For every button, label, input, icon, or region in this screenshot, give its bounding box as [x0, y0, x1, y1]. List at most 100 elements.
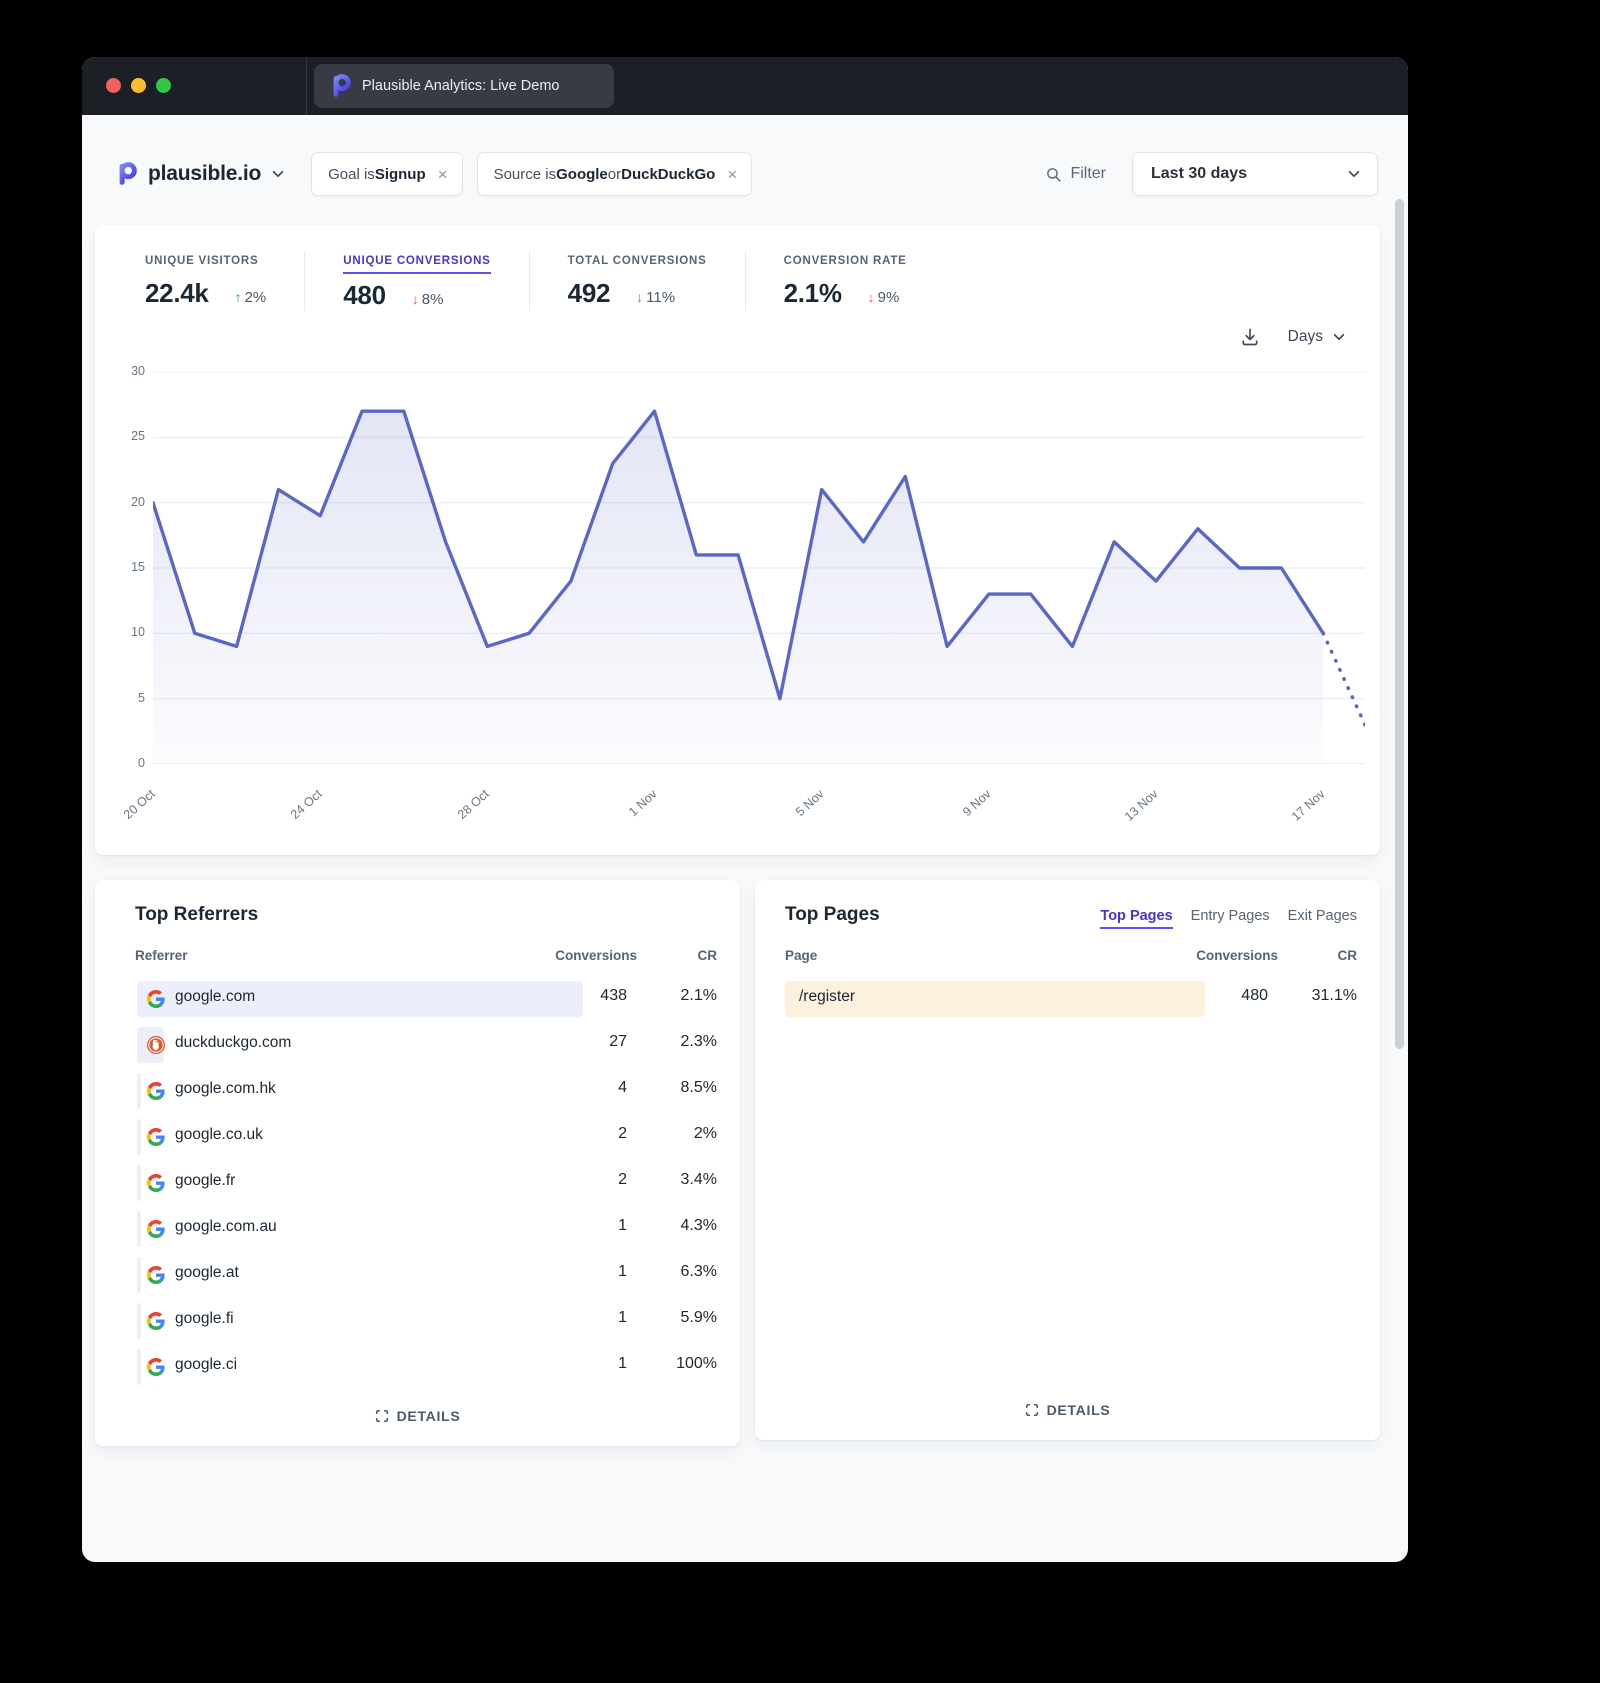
minimize-window-button[interactable]	[131, 78, 146, 93]
referrer-bar	[137, 1211, 141, 1247]
stat-delta: ↓ 9%	[868, 289, 900, 306]
tab-title: Plausible Analytics: Live Demo	[362, 78, 560, 94]
referrer-conversions: 4	[618, 1079, 627, 1096]
page-cr: 31.1%	[1311, 987, 1357, 1004]
maximize-window-button[interactable]	[156, 78, 171, 93]
arrow-down-icon: ↓	[867, 289, 875, 305]
site-name: plausible.io	[148, 162, 262, 185]
referrer-name[interactable]: google.co.uk	[175, 1126, 263, 1143]
arrow-down-icon: ↓	[411, 291, 419, 307]
filter-button[interactable]: Filter	[1045, 165, 1106, 183]
page-conversions: 480	[1241, 987, 1268, 1004]
col-cr: CR	[697, 948, 718, 963]
referrer-row[interactable]: google.fi 1 5.9%	[95, 1298, 740, 1344]
scrollbar-thumb[interactable]	[1395, 199, 1404, 1049]
x-axis-tick: 17 Nov	[1289, 786, 1328, 824]
filter-pill-text: Goal is	[328, 165, 375, 183]
referrer-name[interactable]: google.com.hk	[175, 1080, 276, 1097]
titlebar-divider	[306, 57, 307, 115]
col-cr: CR	[1337, 948, 1358, 963]
referrer-cr: 2%	[693, 1125, 717, 1142]
stat-delta: ↓ 11%	[636, 289, 675, 306]
date-range-dropdown[interactable]: Last 30 days	[1132, 152, 1378, 196]
filter-pill[interactable]: Source is Google or DuckDuckGo ×	[476, 152, 753, 196]
referrer-name[interactable]: google.fi	[175, 1310, 234, 1327]
x-axis-tick: 1 Nov	[625, 786, 660, 820]
referrer-row[interactable]: google.at 1 6.3%	[95, 1252, 740, 1298]
plausible-logo-icon	[114, 162, 138, 186]
search-icon	[1047, 167, 1062, 182]
filter-button-label: Filter	[1070, 165, 1106, 182]
page-row[interactable]: /register 480 31.1%	[755, 976, 1380, 1022]
filter-pill[interactable]: Goal is Signup ×	[311, 152, 463, 196]
chart-x-axis: 20 Oct 24 Oct 28 Oct 1 Nov 5 Nov 9 Nov 13 Nov 1…	[121, 777, 1365, 841]
filter-pill-text: Signup	[374, 165, 426, 183]
referrers-details-label: DETAILS	[396, 1408, 461, 1424]
stat-total-conversions[interactable]: TOTAL CONVERSIONS 492 ↓ 11%	[528, 251, 745, 311]
site-switcher[interactable]: plausible.io	[114, 162, 285, 186]
referrer-cr: 8.5%	[680, 1079, 717, 1096]
chevron-down-icon	[1347, 167, 1361, 181]
download-icon[interactable]	[1240, 327, 1260, 347]
referrer-cr: 2.3%	[680, 1033, 717, 1050]
x-axis-tick: 5 Nov	[792, 786, 827, 820]
traffic-lights	[106, 78, 171, 93]
referrer-row[interactable]: google.com.hk 4 8.5%	[95, 1068, 740, 1114]
stat-value: 2.1%	[783, 278, 842, 308]
tab-entry-pages[interactable]: Entry Pages	[1190, 908, 1270, 924]
referrer-row[interactable]: google.ci 1 100%	[95, 1344, 740, 1390]
chart-y-axis: 0 5 10 15 20 25 30	[101, 364, 145, 770]
referrers-card-title: Top Referrers	[135, 904, 259, 925]
referrer-row[interactable]: google.com 438 2.1%	[95, 976, 740, 1022]
stat-value: 480	[343, 280, 386, 310]
close-window-button[interactable]	[106, 78, 121, 93]
page-name[interactable]: /register	[799, 988, 855, 1005]
tab-top-pages[interactable]: Top Pages	[1100, 908, 1173, 929]
referrer-bar	[137, 981, 583, 1017]
pages-details-button[interactable]: DETAILS	[755, 1402, 1380, 1418]
referrer-name[interactable]: duckduckgo.com	[175, 1034, 292, 1051]
x-axis-tick: 13 Nov	[1121, 786, 1161, 824]
referrer-name[interactable]: google.com	[175, 988, 256, 1005]
stat-delta: ↑ 2%	[235, 289, 267, 306]
browser-tab[interactable]: Plausible Analytics: Live Demo	[314, 64, 614, 108]
google-icon	[147, 1312, 165, 1330]
referrer-conversions: 438	[600, 987, 627, 1004]
stat-conversion-rate[interactable]: CONVERSION RATE 2.1% ↓ 9%	[744, 251, 945, 311]
stat-unique-conversions[interactable]: UNIQUE CONVERSIONS 480 ↓ 8%	[304, 251, 528, 311]
col-referrer: Referrer	[135, 948, 188, 963]
referrer-row[interactable]: google.fr 2 3.4%	[95, 1160, 740, 1206]
remove-filter-icon[interactable]: ×	[727, 164, 738, 184]
stat-delta: ↓ 8%	[412, 291, 444, 308]
referrers-details-button[interactable]: DETAILS	[95, 1408, 740, 1424]
plausible-favicon-icon	[328, 74, 352, 98]
tab-exit-pages[interactable]: Exit Pages	[1287, 908, 1357, 924]
stat-label: UNIQUE CONVERSIONS	[343, 255, 491, 274]
referrer-row[interactable]: google.com.au 1 4.3%	[95, 1206, 740, 1252]
active-filters: Goal is Signup × Source is Google or DuckD…	[311, 152, 753, 196]
referrer-name[interactable]: google.ci	[175, 1356, 238, 1373]
browser-window: Plausible Analytics: Live Demo plausible…	[82, 57, 1408, 1562]
stat-delta-value: 2%	[244, 289, 267, 306]
y-axis-tick: 15	[131, 560, 145, 574]
stat-unique-visitors[interactable]: UNIQUE VISITORS 22.4k ↑ 2%	[145, 251, 304, 311]
interval-label: Days	[1287, 328, 1323, 345]
google-icon	[147, 1128, 165, 1146]
arrow-down-icon: ↓	[636, 289, 644, 305]
stat-delta-value: 11%	[646, 289, 676, 306]
referrer-row[interactable]: duckduckgo.com 27 2.3%	[95, 1022, 740, 1068]
referrer-name[interactable]: google.at	[175, 1264, 239, 1281]
page-bar	[785, 981, 1205, 1017]
y-axis-tick: 0	[138, 756, 145, 770]
google-icon	[147, 1082, 165, 1100]
pages-table-body: /register 480 31.1%	[755, 976, 1380, 1022]
remove-filter-icon[interactable]: ×	[437, 164, 448, 184]
referrer-cr: 5.9%	[680, 1309, 717, 1326]
referrer-row[interactable]: google.co.uk 2 2%	[95, 1114, 740, 1160]
interval-dropdown[interactable]: Days	[1288, 328, 1346, 346]
referrer-name[interactable]: google.com.au	[175, 1218, 277, 1235]
arrow-up-icon: ↑	[234, 289, 242, 305]
stat-delta-value: 9%	[877, 289, 900, 306]
referrer-name[interactable]: google.fr	[175, 1172, 236, 1189]
conversions-line-chart[interactable]	[153, 372, 1365, 764]
